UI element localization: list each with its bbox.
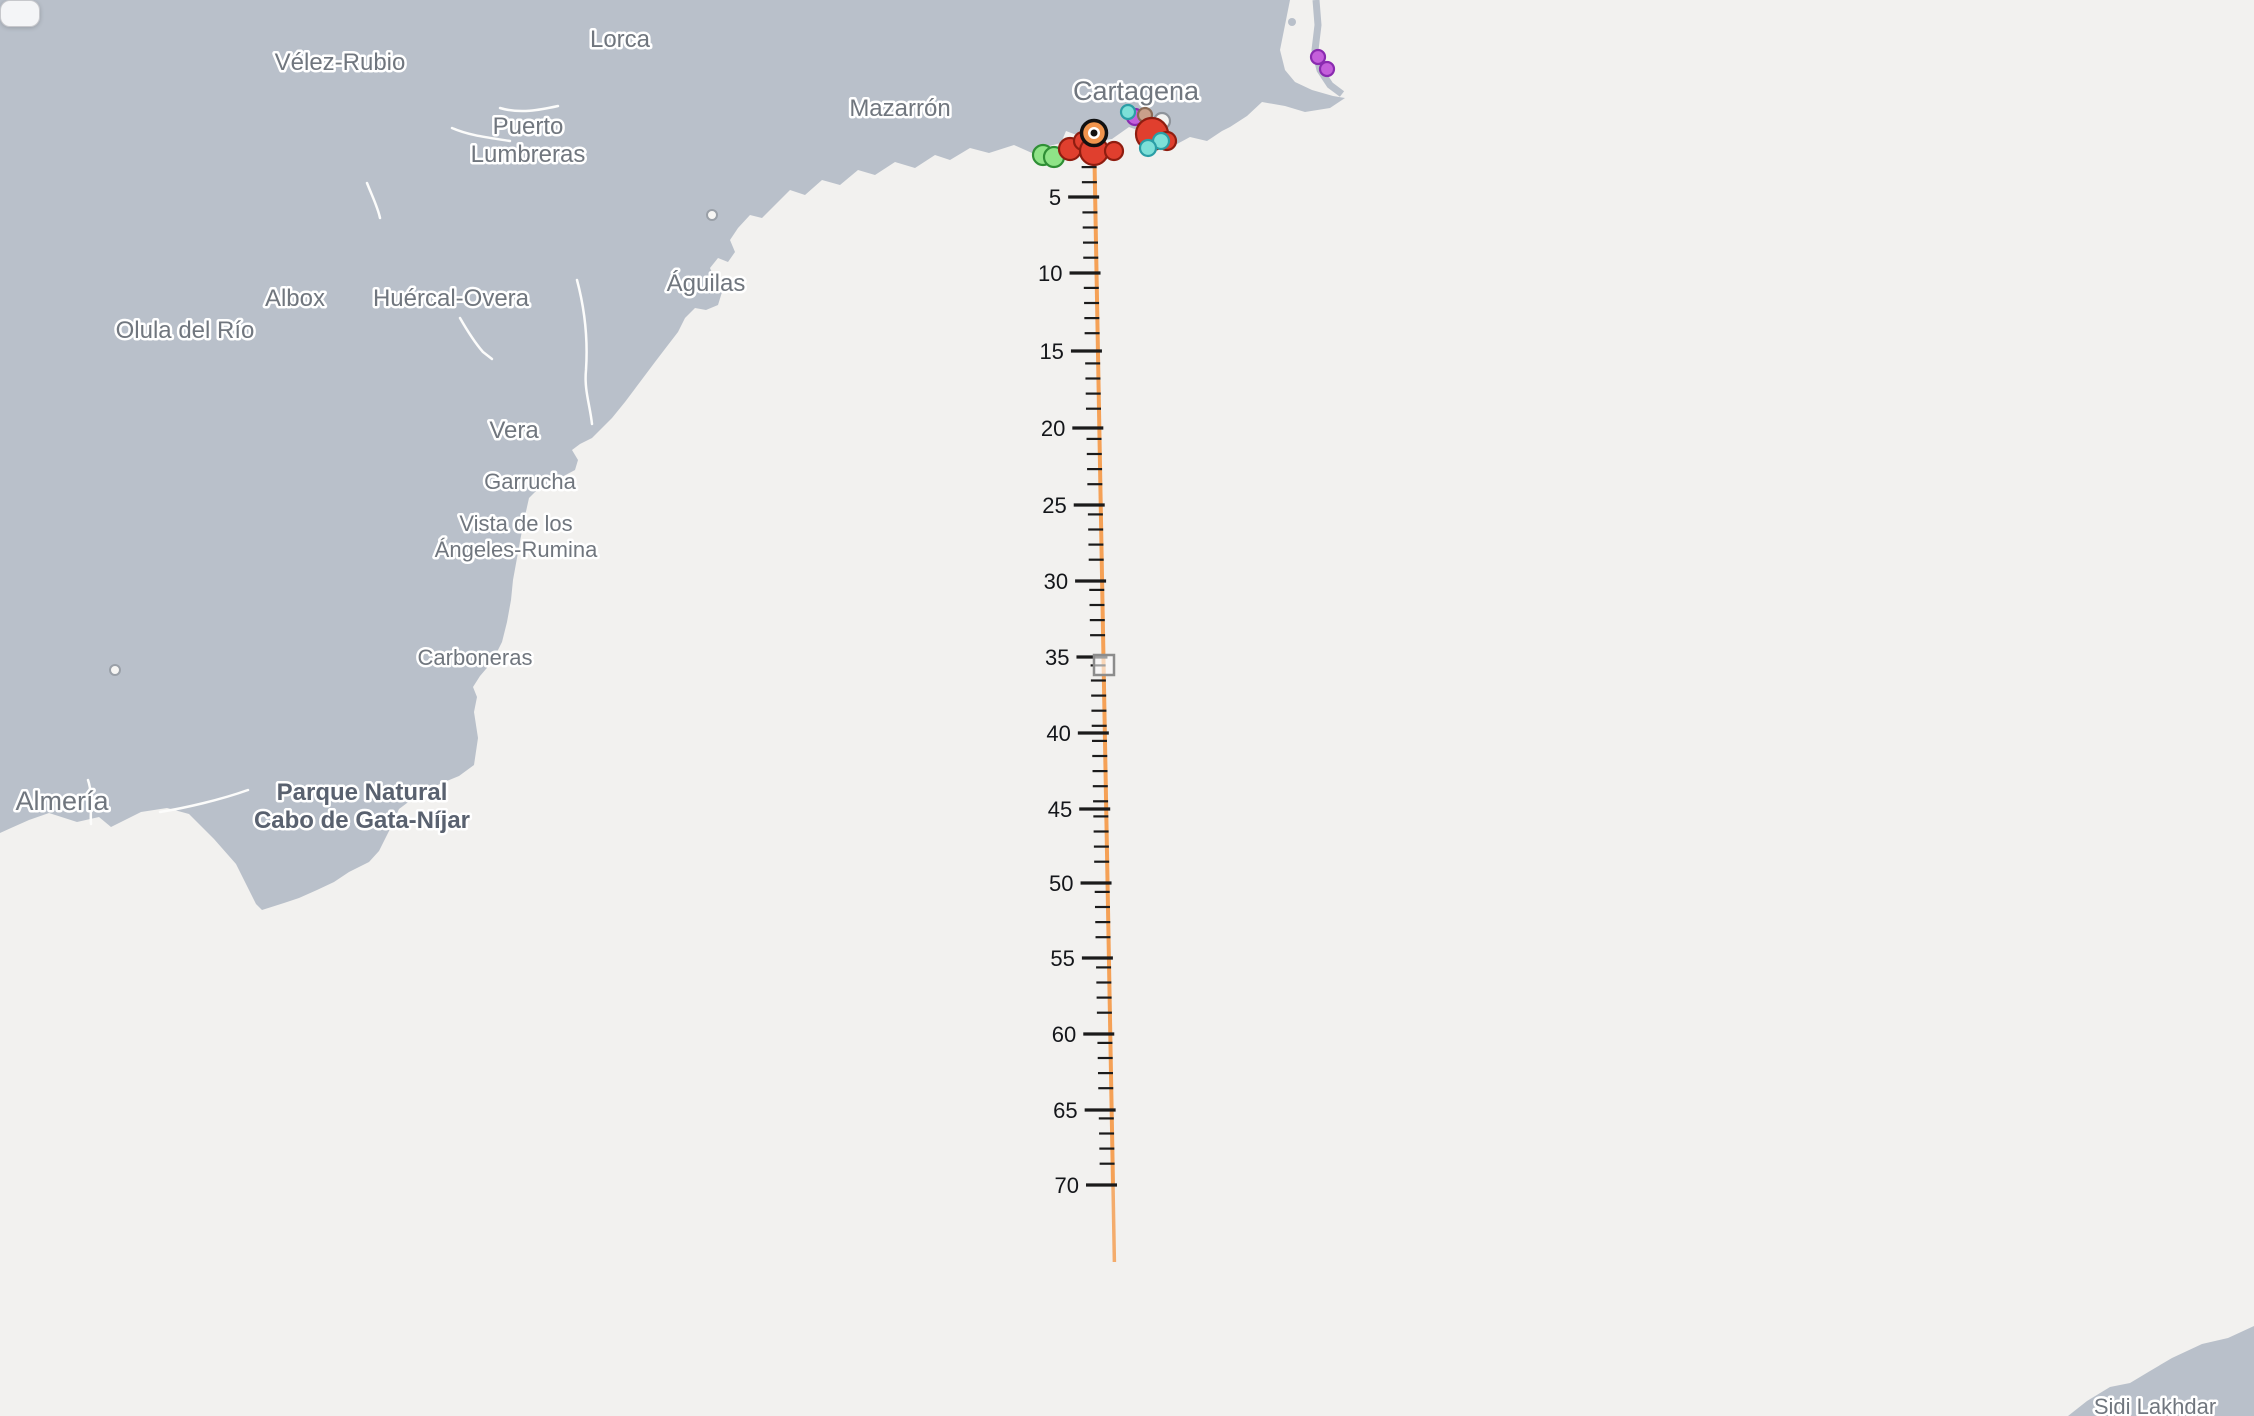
track-distance-label: 15: [1039, 339, 1063, 364]
vessel-tooltip: [0, 0, 40, 27]
track-distance-label: 30: [1044, 569, 1068, 594]
track-distance-label: 25: [1042, 493, 1066, 518]
islet: [1265, 15, 1271, 21]
land-africa: [2068, 1326, 2254, 1416]
moored-vessel-dot[interactable]: [1318, 60, 1336, 78]
track-line-tail: [1111, 1184, 1117, 1263]
track-distance-label: 45: [1048, 797, 1072, 822]
position-markers-layer: [1079, 118, 1109, 148]
moored-vessel-dot[interactable]: [1103, 140, 1125, 162]
track-distance-label: 5: [1049, 185, 1061, 210]
town-dot: [109, 664, 121, 676]
moored-vessel-dot[interactable]: [1119, 103, 1137, 121]
track-distance-label: 60: [1052, 1022, 1076, 1047]
track-distance-label: 20: [1041, 416, 1065, 441]
town-dot: [706, 209, 718, 221]
moored-vessel-dot[interactable]: [1138, 138, 1158, 158]
track-distance-label: 55: [1050, 946, 1074, 971]
river-line: [158, 788, 250, 814]
track-distance-label: 65: [1053, 1098, 1077, 1123]
river-line: [365, 181, 382, 220]
track-distance-label: 10: [1038, 261, 1062, 286]
river-layer: [86, 104, 594, 826]
land-spain: [0, 0, 1345, 910]
moored-vessel-dot[interactable]: [1309, 48, 1327, 66]
river-line: [458, 316, 494, 361]
river-line: [450, 126, 512, 143]
river-line: [498, 104, 560, 113]
islet: [1288, 18, 1296, 26]
track-waypoint-square[interactable]: [1092, 653, 1116, 677]
track-distance-label: 40: [1046, 721, 1070, 746]
track-distance-label: 70: [1055, 1173, 1079, 1198]
track-distance-label: 35: [1045, 645, 1069, 670]
river-line: [86, 778, 93, 826]
track-distance-label: 50: [1049, 871, 1073, 896]
river-line: [575, 278, 594, 426]
track-origin-marker[interactable]: [1079, 118, 1109, 148]
